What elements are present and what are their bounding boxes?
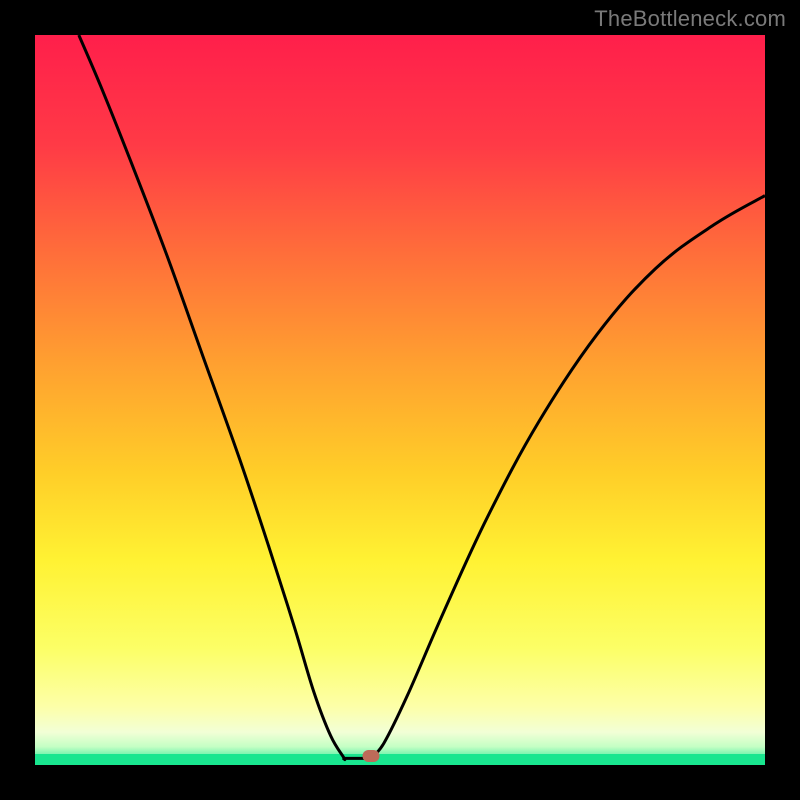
plot-area (35, 35, 765, 765)
watermark-text: TheBottleneck.com (594, 6, 786, 32)
optimal-point-marker (362, 750, 379, 762)
bottleneck-curve (79, 35, 765, 760)
curve-svg (35, 35, 765, 765)
